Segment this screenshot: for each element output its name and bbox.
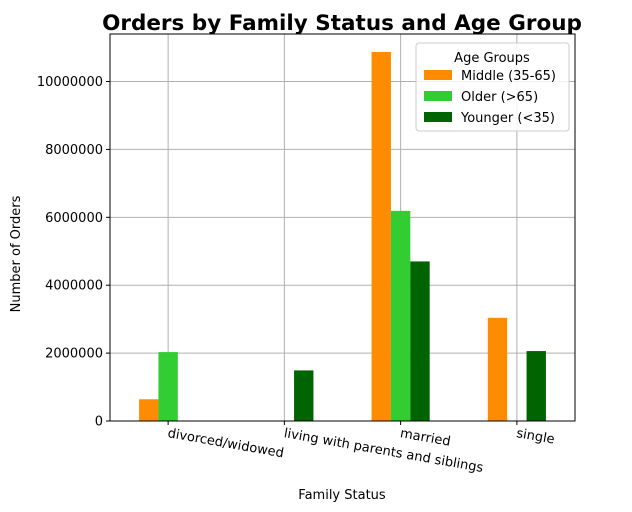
y-tick-label: 8000000 xyxy=(45,143,103,158)
legend-label: Middle (35-65) xyxy=(461,69,556,84)
x-tick-label: divorced/widowed xyxy=(166,426,285,461)
bar xyxy=(371,51,391,422)
bar xyxy=(139,399,159,421)
bar xyxy=(410,261,430,421)
y-axis-ticks: 0 2000000 4000000 6000000 8000000 10000000 xyxy=(37,75,110,430)
y-tick-label: 2000000 xyxy=(45,347,103,362)
legend-swatch xyxy=(424,112,452,122)
x-tick-label: single xyxy=(515,426,556,447)
y-tick-label: 0 xyxy=(95,415,103,430)
legend-label: Older (>65) xyxy=(461,90,538,105)
bar xyxy=(526,351,546,421)
y-axis-label: Number of Orders xyxy=(9,195,24,312)
bar xyxy=(294,370,314,421)
bars xyxy=(139,51,546,422)
legend-title: Age Groups xyxy=(454,51,530,66)
x-axis-label: Family Status xyxy=(298,488,386,503)
legend: Age Groups Middle (35-65) Older (>65) Youn… xyxy=(415,42,570,132)
x-tick-label: married xyxy=(399,426,452,450)
y-tick-label: 10000000 xyxy=(37,75,103,90)
y-tick-label: 6000000 xyxy=(45,211,103,226)
legend-label: Younger (<35) xyxy=(460,111,555,126)
legend-swatch xyxy=(424,70,452,80)
legend-swatch xyxy=(424,91,452,101)
legend-box xyxy=(415,42,570,132)
x-tick-label: living with parents and siblings xyxy=(283,426,485,476)
bar xyxy=(158,352,178,421)
chart-title: Orders by Family Status and Age Group xyxy=(102,11,582,36)
y-tick-label: 4000000 xyxy=(45,279,103,294)
bar xyxy=(390,210,411,421)
bar xyxy=(487,317,508,421)
plot-frame xyxy=(109,33,576,422)
